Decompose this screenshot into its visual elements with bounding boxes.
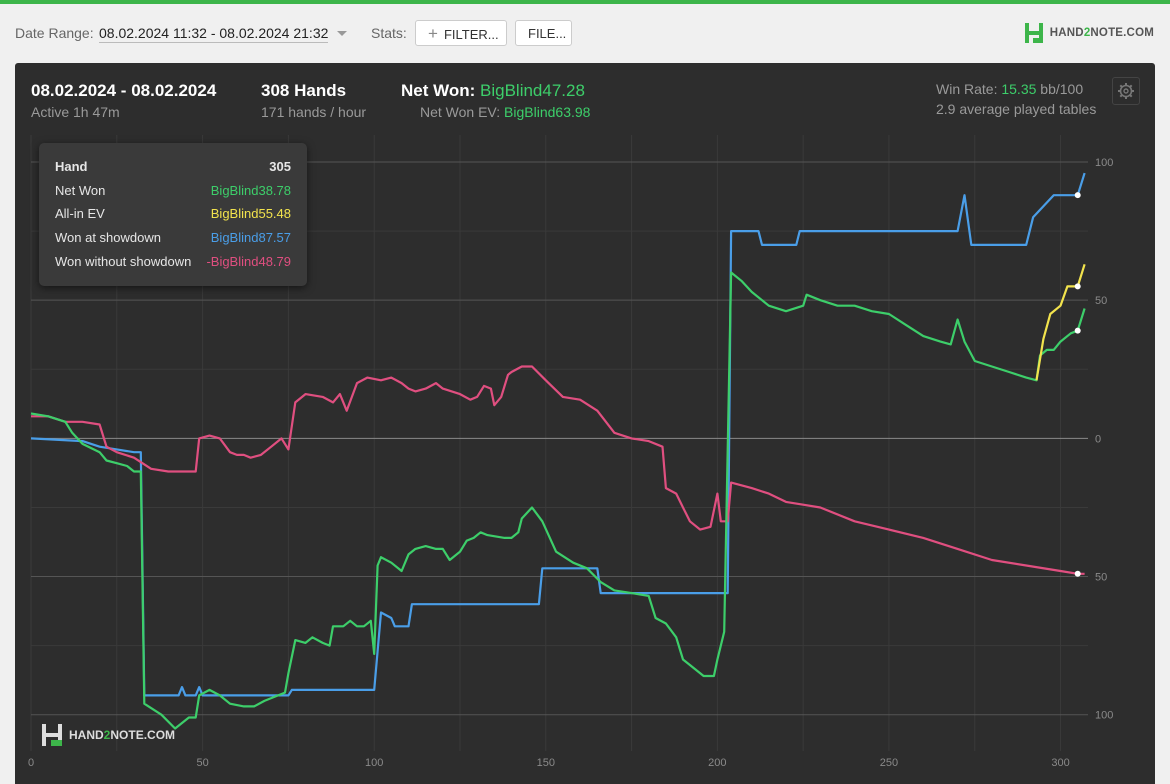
win-rate-unit: bb/100: [1036, 81, 1084, 97]
y-tick-label: 50: [1095, 572, 1107, 584]
tooltip-row: Won at showdown BigBlind87.57: [55, 230, 291, 248]
hover-marker-net_won: [1074, 327, 1081, 334]
toolbar: Date Range: 08.02.2024 11:32 - 08.02.202…: [0, 4, 1170, 62]
tooltip-net-won-label: Net Won: [55, 183, 106, 198]
results-chart[interactable]: 100 50 0 50 100 0 50 100 150 200 250 300: [15, 63, 1155, 784]
hover-marker-all_in_ev: [1074, 283, 1081, 290]
tooltip-showdown-value: BigBlind87.57: [210, 230, 291, 245]
date-range-select[interactable]: 08.02.2024 11:32 - 08.02.2024 21:32: [99, 25, 329, 43]
net-won-label: Net Won:: [401, 81, 481, 100]
date-range-label: Date Range:: [15, 25, 94, 41]
series-line-net_won: [30, 271, 1086, 730]
tooltip-row: Net Won BigBlind38.78: [55, 183, 291, 201]
top-accent-bar: [0, 0, 1170, 4]
session-dates: 08.02.2024 - 08.02.2024: [31, 81, 217, 100]
series-line-showdown: [30, 172, 1086, 697]
tooltip-row: All-in EV BigBlind55.48: [55, 206, 291, 224]
net-won-ev-value: BigBlind63.98: [504, 104, 591, 120]
x-tick-label: 0: [28, 757, 34, 769]
hover-marker-non_showdown: [1074, 570, 1081, 577]
logo-mark-icon: [1024, 23, 1043, 43]
y-tick-label: 100: [1095, 710, 1113, 722]
net-won-value: BigBlind47.28: [480, 81, 585, 100]
logo-text: HAND2NOTE.COM: [1049, 27, 1154, 39]
y-tick-label: 0: [1095, 433, 1101, 445]
y-tick-label: 100: [1095, 157, 1113, 169]
win-rate-value: 15.35: [1001, 81, 1037, 97]
net-won-ev-label: Net Won EV:: [420, 104, 505, 120]
chevron-down-icon[interactable]: [337, 31, 347, 36]
hands-count: 308 Hands: [261, 81, 347, 100]
win-rate-label: Win Rate:: [936, 81, 1002, 97]
tooltip-hand-row: Hand 305: [55, 159, 291, 177]
tooltip-non-showdown-label: Won without showdown: [55, 254, 192, 269]
stats-label: Stats:: [371, 25, 407, 41]
tooltip-non-showdown-value: -BigBlind48.79: [206, 254, 291, 269]
plus-icon: +: [428, 24, 438, 43]
tooltip-net-won-value: BigBlind38.78: [210, 183, 291, 198]
average-tables: 2.9 average played tables: [936, 101, 1097, 117]
hover-marker-showdown: [1074, 192, 1081, 199]
tooltip-row: Won without showdown -BigBlind48.79: [55, 254, 291, 272]
x-tick-label: 300: [1051, 757, 1069, 769]
watermark-logo-icon: [42, 724, 62, 746]
x-tick-label: 250: [880, 757, 898, 769]
net-won: Net Won: BigBlind47.28: [401, 81, 585, 101]
gear-icon[interactable]: [1112, 77, 1140, 105]
tooltip-hand-label: Hand: [55, 159, 88, 174]
file-button[interactable]: FILE...: [515, 20, 572, 46]
session-active-time: Active 1h 47m: [31, 104, 120, 120]
x-tick-label: 200: [708, 757, 726, 769]
tooltip-all-in-ev-label: All-in EV: [55, 206, 105, 221]
tooltip-all-in-ev-value: BigBlind55.48: [210, 206, 291, 221]
watermark-text: HAND2NOTE.COM: [69, 728, 176, 742]
hand-tooltip: Hand 305 Net Won BigBlind38.78 All-in EV…: [39, 143, 307, 286]
x-tick-label: 150: [537, 757, 555, 769]
x-tick-label: 100: [365, 757, 383, 769]
tooltip-showdown-label: Won at showdown: [55, 230, 161, 245]
hands-rate: 171 hands / hour: [261, 104, 367, 120]
x-tick-label: 50: [196, 757, 208, 769]
net-won-ev: Net Won EV: BigBlind63.98: [420, 104, 590, 120]
y-tick-label: 50: [1095, 295, 1107, 307]
filter-button-label: FILTER...: [443, 27, 499, 42]
series-line-non_showdown: [31, 365, 1085, 575]
results-panel: 08.02.2024 - 08.02.2024 Active 1h 47m 30…: [15, 63, 1155, 784]
win-rate: Win Rate: 15.35 bb/100: [936, 81, 1083, 97]
chart-watermark: HAND2NOTE.COM: [41, 723, 175, 747]
filter-button[interactable]: + FILTER...: [415, 20, 507, 46]
brand-logo: HAND2NOTE.COM: [1024, 22, 1154, 44]
tooltip-hand-value: 305: [269, 159, 291, 174]
